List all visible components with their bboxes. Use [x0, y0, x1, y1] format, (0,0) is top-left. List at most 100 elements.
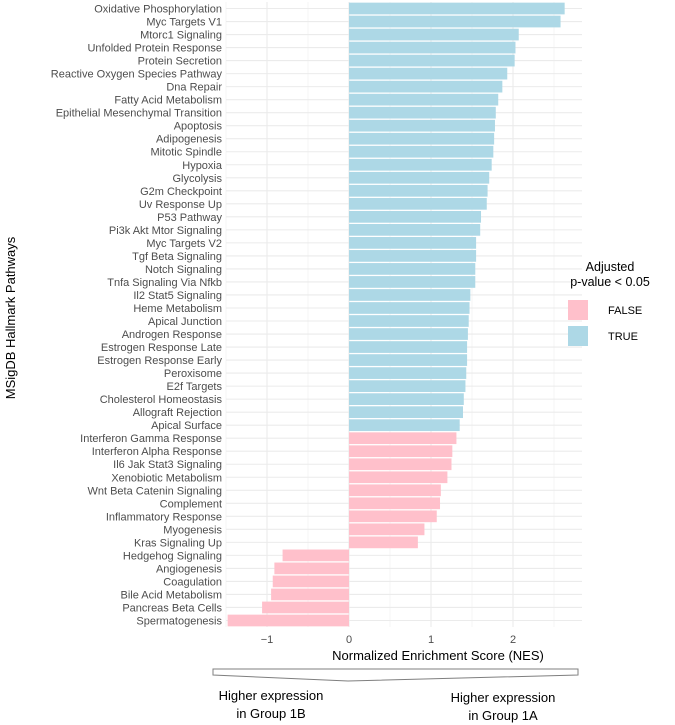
bar [349, 536, 418, 549]
category-label: Apical Surface [151, 420, 222, 432]
bar [349, 380, 466, 392]
x-axis-title: Normalized Enrichment Score (NES) [332, 648, 544, 663]
bar [349, 145, 494, 158]
category-label: Uv Response Up [139, 199, 222, 211]
bar [349, 341, 468, 353]
category-label: Myc Targets V1 [146, 17, 222, 29]
bar [349, 393, 464, 405]
bar [349, 328, 468, 340]
bar [349, 119, 495, 132]
bar [349, 224, 481, 236]
category-label: Hypoxia [182, 160, 223, 172]
category-label: Hedgehog Signaling [123, 550, 222, 562]
bar [271, 588, 349, 601]
legend-key-true [568, 326, 588, 346]
category-label: Reactive Oxygen Species Pathway [51, 69, 223, 81]
bar [349, 471, 448, 484]
category-label: Unfolded Protein Response [87, 43, 222, 55]
category-label: Oxidative Phosphorylation [94, 4, 222, 16]
bar [349, 315, 469, 327]
category-label: Protein Secretion [138, 56, 222, 68]
bar [349, 302, 470, 314]
legend-key-false [568, 300, 588, 320]
annotation-right-line2: in Group 1A [468, 708, 538, 723]
legend-title-line1: Adjusted [586, 260, 635, 274]
category-label: Inflammatory Response [106, 511, 222, 523]
bar [349, 510, 437, 523]
bar [349, 93, 499, 106]
legend-title-line2: p-value < 0.05 [570, 275, 650, 289]
annotation-right-line1: Higher expression [451, 690, 556, 705]
bars [227, 2, 565, 627]
bar [349, 276, 476, 288]
category-label: Bile Acid Metabolism [121, 589, 223, 601]
bar [349, 15, 561, 28]
category-label: Heme Metabolism [133, 303, 222, 315]
bar [349, 458, 452, 471]
annotation-left-line2: in Group 1B [236, 706, 305, 721]
category-label: Angiogenesis [156, 563, 223, 575]
bar [349, 28, 519, 41]
category-label: Estrogen Response Late [101, 342, 222, 354]
category-label: Dna Repair [166, 82, 222, 94]
bar [227, 614, 349, 627]
category-label: P53 Pathway [157, 212, 222, 224]
bar [272, 575, 349, 588]
legend-label-false: FALSE [608, 305, 642, 317]
bar [349, 197, 487, 210]
category-label: Tnfa Signaling Via Nfkb [107, 277, 222, 289]
category-label: Interferon Gamma Response [80, 433, 222, 445]
category-label: Coagulation [163, 576, 222, 588]
category-label: Adipogenesis [156, 134, 223, 146]
bar [274, 562, 349, 575]
category-label: Mitotic Spindle [150, 147, 222, 159]
category-label: Epithelial Mesenchymal Transition [56, 108, 222, 120]
bar [349, 54, 515, 67]
category-label: Estrogen Response Early [97, 355, 222, 367]
category-label: Myc Targets V2 [146, 238, 222, 250]
category-label: Tgf Beta Signaling [132, 251, 222, 263]
bar [349, 367, 467, 379]
bar [349, 354, 468, 366]
category-label: Xenobiotic Metabolism [111, 472, 222, 484]
bar [349, 41, 516, 54]
bar [349, 445, 453, 458]
bar [349, 432, 457, 445]
category-label: Myogenesis [163, 524, 222, 536]
x-tick-label: 1 [428, 634, 434, 646]
bar [349, 158, 492, 171]
legend-label-true: TRUE [608, 331, 638, 343]
x-axis-ticks: −1 0 1 2 [261, 634, 516, 646]
bar [349, 263, 476, 275]
bar [349, 237, 477, 249]
bar [282, 549, 349, 562]
bar [349, 484, 441, 497]
bar [349, 80, 503, 93]
bar [349, 184, 488, 197]
category-label: Apoptosis [174, 121, 223, 133]
category-label: E2f Targets [167, 381, 223, 393]
category-label: Allograft Rejection [133, 407, 222, 419]
category-label: Interferon Alpha Response [92, 446, 222, 458]
category-label: Wnt Beta Catenin Signaling [87, 485, 222, 497]
bar [349, 132, 495, 145]
category-label: Mtorc1 Signaling [140, 30, 222, 42]
category-label: Fatty Acid Metabolism [114, 95, 222, 107]
bar [349, 250, 477, 262]
direction-bracket [212, 668, 579, 682]
legend: Adjusted p-value < 0.05 FALSE TRUE [568, 260, 650, 346]
bar [349, 171, 490, 184]
bar [349, 406, 463, 419]
category-label: Complement [160, 498, 222, 510]
category-label: G2m Checkpoint [140, 186, 222, 198]
x-tick-label: 0 [346, 634, 352, 646]
bar [262, 601, 349, 614]
category-label: Pi3k Akt Mtor Signaling [109, 225, 222, 237]
category-label: Il6 Jak Stat3 Signaling [113, 459, 222, 471]
bar [349, 419, 460, 432]
category-label: Il2 Stat5 Signaling [133, 290, 222, 302]
bar [349, 67, 508, 80]
x-tick-label: −1 [261, 634, 274, 646]
category-label: Apical Junction [148, 316, 222, 328]
